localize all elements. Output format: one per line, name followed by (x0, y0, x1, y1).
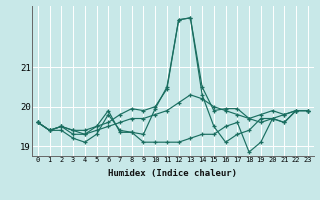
X-axis label: Humidex (Indice chaleur): Humidex (Indice chaleur) (108, 169, 237, 178)
